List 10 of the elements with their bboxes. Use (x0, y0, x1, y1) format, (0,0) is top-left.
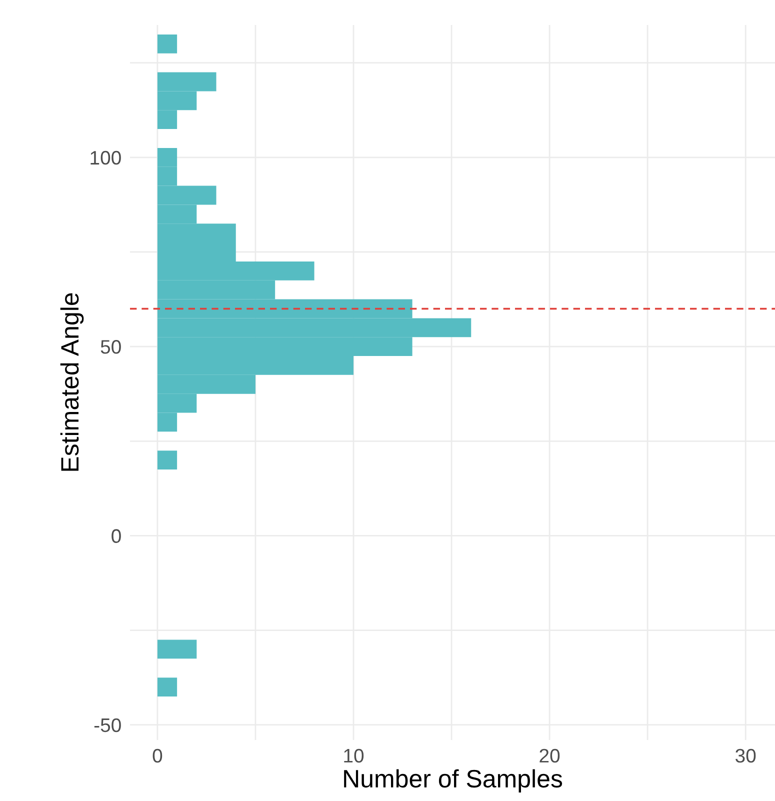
y-axis-title: Estimated Angle (60, 293, 84, 471)
y-tick-label: -50 (94, 718, 121, 732)
x-tick-label: 10 (344, 748, 364, 763)
y-tick-label: 0 (112, 529, 121, 543)
y-tick-label: 50 (100, 340, 121, 354)
x-tick-label: 30 (736, 748, 756, 763)
x-tick-label: 20 (540, 748, 560, 763)
y-tick-label: 100 (90, 150, 121, 165)
x-tick-label: 0 (152, 748, 162, 763)
x-axis-title: Number of Samples (344, 769, 562, 793)
